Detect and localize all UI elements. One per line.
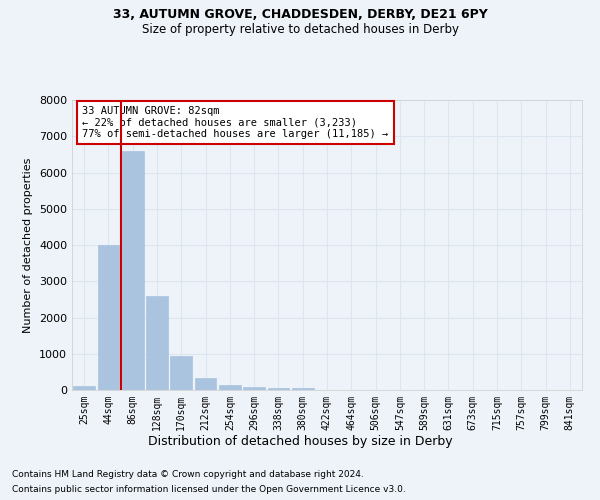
Text: 33 AUTUMN GROVE: 82sqm
← 22% of detached houses are smaller (3,233)
77% of semi-: 33 AUTUMN GROVE: 82sqm ← 22% of detached…	[82, 106, 388, 139]
Y-axis label: Number of detached properties: Number of detached properties	[23, 158, 34, 332]
Text: Contains HM Land Registry data © Crown copyright and database right 2024.: Contains HM Land Registry data © Crown c…	[12, 470, 364, 479]
Text: Distribution of detached houses by size in Derby: Distribution of detached houses by size …	[148, 435, 452, 448]
Bar	[73, 386, 95, 390]
Bar	[170, 356, 192, 390]
Text: Contains public sector information licensed under the Open Government Licence v3: Contains public sector information licen…	[12, 485, 406, 494]
Bar	[97, 245, 119, 390]
Bar	[194, 378, 217, 390]
Bar	[243, 386, 265, 390]
Text: Size of property relative to detached houses in Derby: Size of property relative to detached ho…	[142, 22, 458, 36]
Bar	[219, 386, 241, 390]
Bar	[268, 388, 289, 390]
Text: 33, AUTUMN GROVE, CHADDESDEN, DERBY, DE21 6PY: 33, AUTUMN GROVE, CHADDESDEN, DERBY, DE2…	[113, 8, 487, 20]
Bar	[292, 388, 314, 390]
Bar	[146, 296, 168, 390]
Bar	[122, 151, 143, 390]
